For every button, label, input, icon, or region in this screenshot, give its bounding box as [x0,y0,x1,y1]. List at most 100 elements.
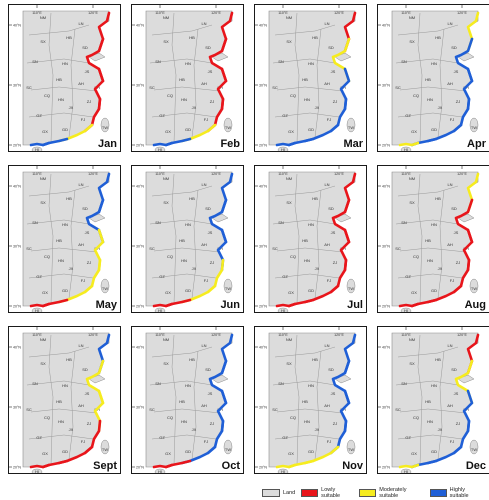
province-label: HB [189,357,195,362]
hainan-island [277,307,289,312]
province-border [68,350,76,460]
province-label: SD [205,45,211,50]
longitude-label: 120°E [334,11,344,15]
longitude-label: 110°E [278,172,288,176]
province-label: ZJ [210,260,214,265]
province-border [294,334,300,466]
latitude-label: 20°N [136,466,144,470]
latitude-label: 30°N [13,406,21,410]
province-label: SX [163,361,169,366]
province-label: HI [35,147,39,152]
province-label: SC [26,85,32,90]
map-panel-sept: NM LN HB SX SD SN HN JS AH HB SH SC CQ HN ZJ JX GZ FJ GX GD… [8,326,121,474]
province-border [171,12,177,144]
province-border [149,58,213,64]
province-border [274,346,336,358]
province-label: JX [192,105,197,110]
longitude-label: 120°E [88,333,98,337]
province-label: SC [395,246,401,251]
latitude-label: 20°N [136,144,144,148]
longitude-label: 110°E [155,172,165,176]
month-label: Dec [465,460,486,472]
province-label: HN [185,222,191,227]
map-panel-feb: NM LN HB SX SD SN HN JS AH HB SH SC CQ HN ZJ JX GZ FJ GX GD… [131,4,244,152]
longitude-label: 120°E [334,333,344,337]
latitude-label: 20°N [13,144,21,148]
longitude-label: 120°E [334,172,344,176]
coast-segment-moderate [398,463,420,469]
province-label: GX [42,451,48,456]
province-label: CQ [167,93,173,98]
latitude-label: 30°N [136,245,144,249]
legend: Land Lowly suitable Moderately suitable … [262,487,489,499]
province-label: CQ [413,93,419,98]
province-label: GZ [159,274,165,279]
province-label: GZ [36,274,42,279]
latitude-label: 20°N [382,144,390,148]
province-label: AH [201,403,207,408]
province-label: CQ [290,254,296,259]
province-label: JS [454,230,459,235]
province-label: HI [158,147,162,152]
province-label: GZ [282,113,288,118]
map-panel-apr: NM LN HB SX SD SN HN JS AH HB SH SC CQ HN ZJ JX GZ FJ GX GD… [377,4,489,152]
province-label: NM [40,176,46,181]
province-label: CQ [44,93,50,98]
province-border [28,346,90,358]
province-label: HN [304,97,310,102]
longitude-label: 120°E [457,11,467,15]
hainan-island [154,146,166,151]
province-label: LN [78,21,83,26]
province-label: GD [431,288,437,293]
province-label: LN [447,343,452,348]
province-label: NM [163,176,169,181]
province-border [151,346,213,358]
province-label: NM [409,15,415,20]
province-border [151,112,217,118]
province-label: HN [62,61,68,66]
month-label: May [95,299,117,311]
province-label: JX [69,266,74,271]
province-label: HI [404,308,408,313]
map-panel-jan: NM LN HB SX SD SN HN JS AH HB SH SC CQ HN ZJ JX GZ FJ GX GD… [8,4,121,152]
province-label: SC [272,85,278,90]
coast-segment-low [275,302,297,308]
province-label: GX [411,451,417,456]
province-border [28,273,94,279]
province-label: AH [447,403,453,408]
province-label: SC [272,407,278,412]
province-border [28,112,94,118]
province-label: HB [302,238,308,243]
province-label: HI [35,308,39,313]
month-label: Jan [98,138,117,150]
province-label: HB [179,399,185,404]
province-border [274,434,340,440]
province-label: TW [225,286,231,291]
province-label: FJ [450,278,454,283]
province-label: JS [208,391,213,396]
province-label: AH [78,242,84,247]
province-border [68,28,76,138]
province-border [397,24,459,36]
province-label: HB [435,196,441,201]
province-label: GX [411,129,417,134]
province-label: SN [401,220,407,225]
province-label: LN [78,343,83,348]
latitude-label: 30°N [13,245,21,249]
province-label: NM [40,15,46,20]
coast-segment-low [152,302,174,308]
province-label: AH [78,403,84,408]
hainan-island [31,146,43,151]
province-label: JS [331,69,336,74]
province-label: SN [278,59,284,64]
province-label: NM [163,15,169,20]
province-label: JX [438,427,443,432]
province-label: GX [165,129,171,134]
province-label: HB [179,238,185,243]
latitude-label: 40°N [136,24,144,28]
